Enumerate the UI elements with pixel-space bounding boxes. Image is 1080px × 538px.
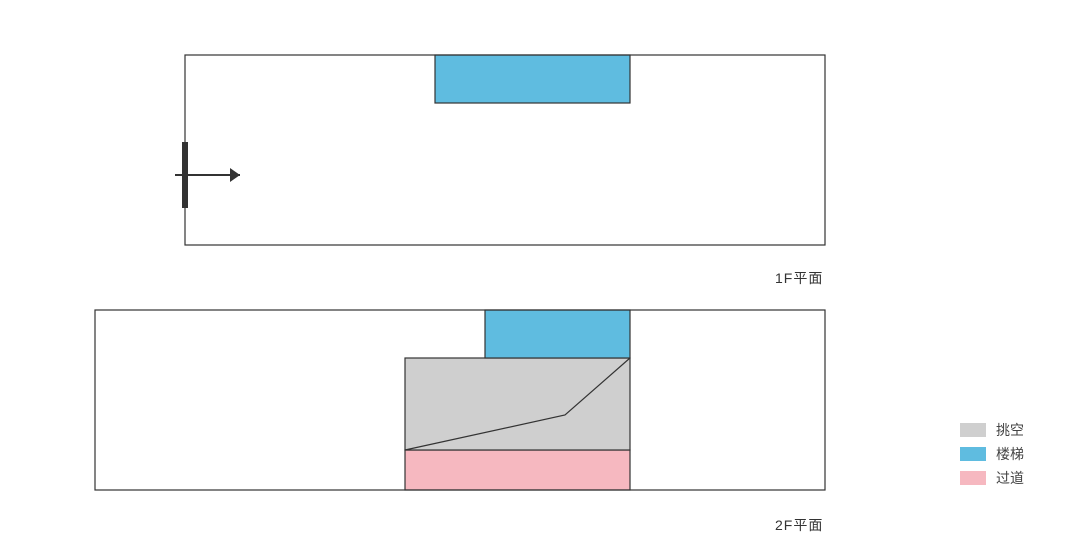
floor1-stair xyxy=(435,55,630,103)
floorplan-diagram xyxy=(0,0,1080,538)
legend-item: 楼梯 xyxy=(960,444,1024,464)
legend-swatch xyxy=(960,471,986,485)
legend: 挑空楼梯过道 xyxy=(960,420,1024,492)
legend-item: 过道 xyxy=(960,468,1024,488)
legend-swatch xyxy=(960,423,986,437)
legend-swatch xyxy=(960,447,986,461)
floor1-caption: 1F平面 xyxy=(775,268,823,288)
legend-label: 挑空 xyxy=(996,420,1024,440)
entry-arrow-head xyxy=(230,168,240,182)
floor2-aisle xyxy=(405,450,630,490)
legend-label: 楼梯 xyxy=(996,444,1024,464)
legend-item: 挑空 xyxy=(960,420,1024,440)
floor2-stair xyxy=(485,310,630,358)
legend-label: 过道 xyxy=(996,468,1024,488)
floor2-caption: 2F平面 xyxy=(775,515,823,535)
floor2-void xyxy=(405,358,630,450)
